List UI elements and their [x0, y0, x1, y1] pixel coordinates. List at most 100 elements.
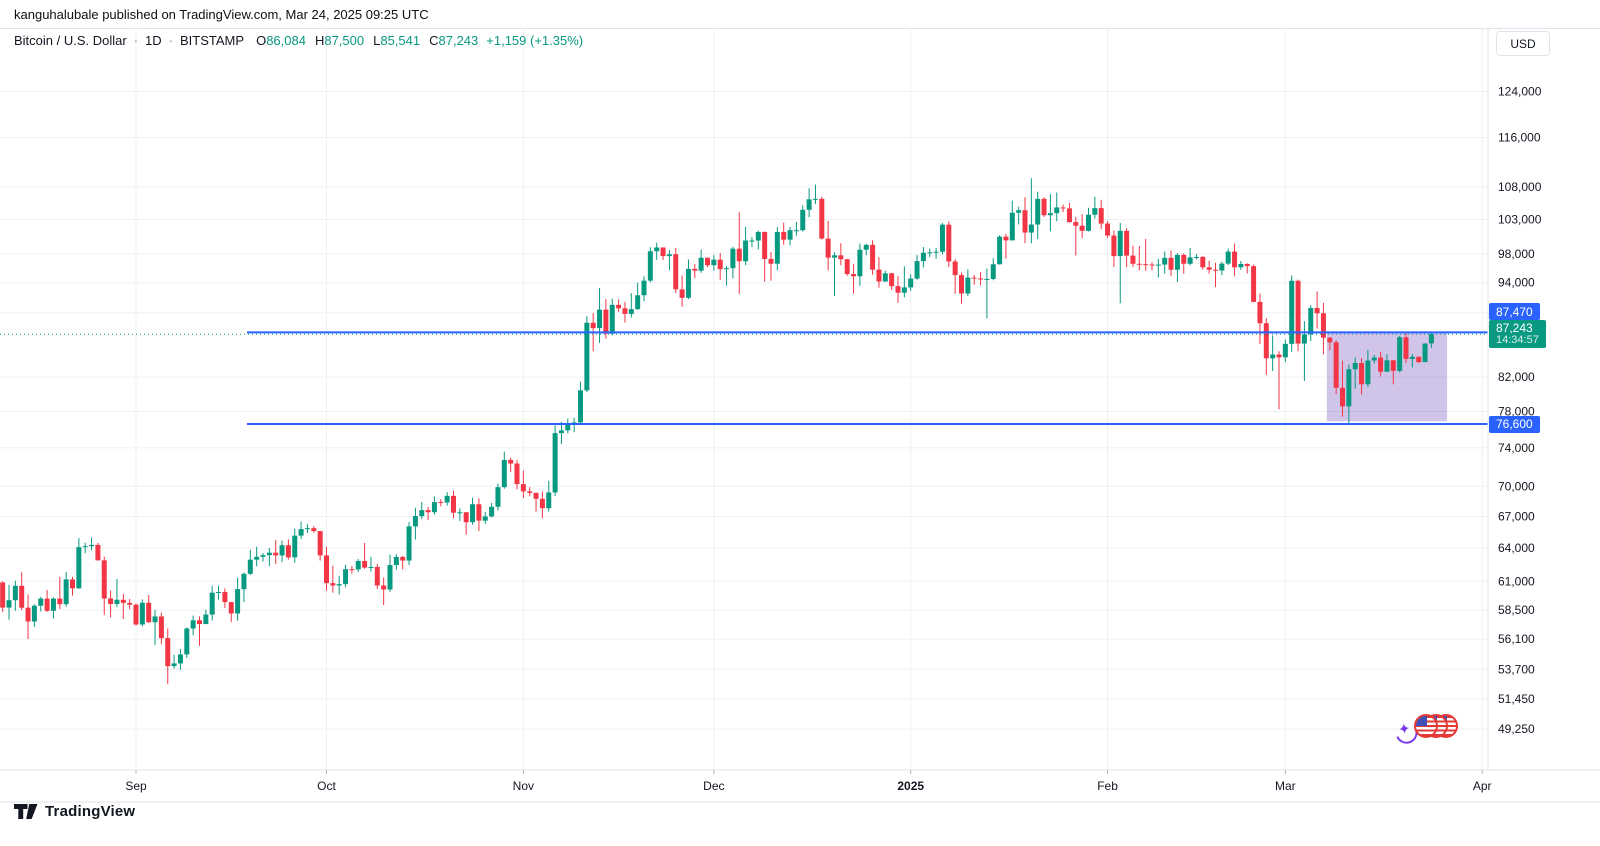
current-price-value: 87,243: [1496, 321, 1533, 336]
candle-body: [590, 322, 596, 329]
candle-body: [673, 254, 679, 290]
price-tick-label[interactable]: 64,000: [1498, 541, 1535, 555]
candle-body: [984, 278, 990, 280]
candle-body: [578, 390, 583, 423]
candle-body: [1384, 360, 1390, 372]
candle-body: [787, 230, 793, 240]
candle-body: [692, 268, 698, 271]
price-tick-label[interactable]: 78,000: [1498, 405, 1535, 419]
candle-body: [127, 602, 133, 605]
candle-body: [965, 277, 971, 294]
time-tick-label[interactable]: Dec: [703, 779, 724, 793]
change-value: +1,159 (+1.35%): [486, 33, 584, 48]
candle-body: [254, 556, 260, 560]
time-tick-label[interactable]: Apr: [1473, 779, 1492, 793]
price-tick-label[interactable]: 108,000: [1498, 180, 1542, 194]
candle-body: [584, 322, 590, 391]
price-tick-label[interactable]: 82,000: [1498, 370, 1535, 384]
candle-body: [1320, 313, 1326, 338]
price-tick-label[interactable]: 51,450: [1498, 692, 1535, 706]
candle-body: [908, 278, 914, 288]
lower-line-price-badge[interactable]: 76,600: [1489, 415, 1540, 433]
candle-body: [241, 573, 247, 590]
current-price-badge: 87,243 14:34:57: [1489, 320, 1546, 349]
price-tick-label[interactable]: 124,000: [1498, 84, 1542, 98]
upper-line-price-badge[interactable]: 87,470: [1489, 303, 1540, 321]
candle-body: [247, 559, 253, 574]
time-tick-label[interactable]: Mar: [1275, 779, 1296, 793]
candle-body: [1149, 264, 1155, 266]
candle-body: [1225, 251, 1231, 264]
time-tick-label[interactable]: Nov: [513, 779, 534, 793]
candle-body: [1111, 235, 1117, 257]
candle-body: [1263, 323, 1269, 359]
currency-toggle-button[interactable]: USD: [1496, 31, 1550, 56]
price-tick-label[interactable]: 98,000: [1498, 247, 1535, 261]
candle-body: [647, 251, 653, 281]
price-tick-label[interactable]: 70,000: [1498, 479, 1535, 493]
interval-label[interactable]: 1D: [145, 33, 162, 48]
ai-sparkle-icon[interactable]: ✦: [1396, 720, 1412, 739]
candle-body: [235, 589, 241, 614]
candle-body: [616, 304, 622, 309]
price-tick-label[interactable]: 94,000: [1498, 276, 1535, 290]
candle-body: [851, 274, 857, 277]
candle-body: [743, 240, 749, 262]
candle-body: [1009, 212, 1015, 241]
candle-body: [660, 247, 666, 257]
candle-body: [635, 295, 641, 310]
low-value: L85,541: [373, 33, 421, 48]
high-value: H87,500: [314, 33, 365, 48]
candle-body: [304, 528, 310, 530]
candle-body: [1168, 257, 1174, 270]
candle-body: [171, 663, 177, 667]
candle-body: [108, 598, 114, 604]
time-tick-label[interactable]: Feb: [1097, 779, 1118, 793]
candle-body: [654, 247, 660, 252]
symbol-name[interactable]: Bitcoin / U.S. Dollar: [14, 33, 127, 48]
candle-body: [698, 257, 704, 271]
us-flag-event-icon[interactable]: [1414, 714, 1438, 738]
exchange-label[interactable]: BITSTAMP: [180, 33, 245, 48]
price-tick-label[interactable]: 58,500: [1498, 603, 1535, 617]
candle-body: [222, 592, 228, 603]
bar-countdown: 14:34:57: [1496, 334, 1539, 347]
price-tick-label[interactable]: 61,000: [1498, 574, 1535, 588]
candle-body: [1416, 356, 1422, 363]
candle-body: [679, 289, 685, 298]
candle-body: [184, 628, 190, 655]
candle-body: [571, 422, 577, 424]
candle-body: [1174, 254, 1180, 270]
candle-body: [952, 261, 958, 276]
time-tick-label[interactable]: Oct: [317, 779, 336, 793]
candle-body: [1028, 224, 1034, 233]
candle-body: [1390, 360, 1396, 371]
candle-body: [317, 531, 323, 556]
price-tick-label[interactable]: 49,250: [1498, 722, 1535, 736]
candle-body: [755, 231, 761, 241]
time-tick-label[interactable]: 2025: [897, 779, 924, 793]
legend-separator: ·: [168, 33, 174, 48]
candle-body: [489, 506, 495, 517]
calendar-event-icons[interactable]: ✦: [1396, 712, 1460, 746]
price-tick-label[interactable]: 116,000: [1498, 130, 1541, 144]
symbol-legend[interactable]: Bitcoin / U.S. Dollar · 1D · BITSTAMP O8…: [14, 33, 583, 48]
price-tick-label[interactable]: 103,000: [1498, 213, 1542, 227]
price-tick-label[interactable]: 74,000: [1498, 441, 1535, 455]
candle-body: [6, 600, 12, 608]
candle-body: [711, 259, 717, 266]
time-tick-label[interactable]: Sep: [125, 779, 147, 793]
tradingview-logo[interactable]: TradingView: [14, 803, 135, 820]
price-tick-label[interactable]: 67,000: [1498, 510, 1535, 524]
price-tick-label[interactable]: 56,100: [1498, 632, 1535, 646]
candle-body: [539, 498, 545, 509]
price-tick-label[interactable]: 53,700: [1498, 662, 1535, 676]
candle-body: [457, 512, 463, 514]
candle-body: [1086, 214, 1091, 231]
candle-body: [495, 487, 501, 507]
candle-body: [82, 546, 88, 548]
highlight-rectangle[interactable]: [1326, 332, 1448, 422]
candle-body: [438, 502, 444, 504]
